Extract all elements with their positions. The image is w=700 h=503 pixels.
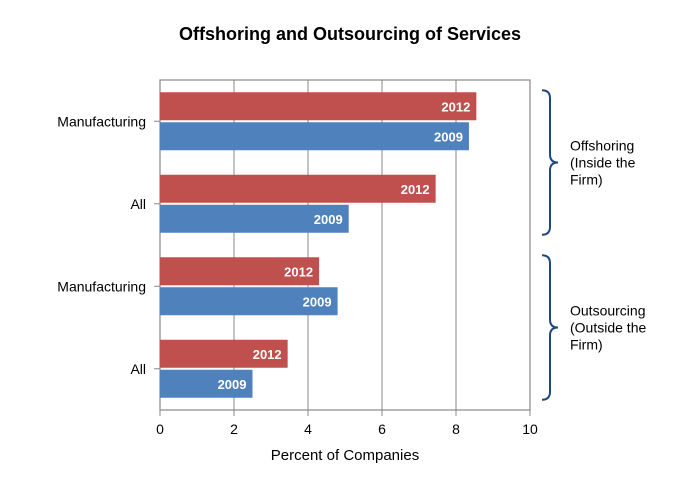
bracket-label-line: Firm) bbox=[570, 337, 603, 353]
group-bracket bbox=[542, 90, 558, 235]
bar bbox=[160, 92, 476, 120]
x-tick-label: 0 bbox=[156, 421, 164, 437]
category-label: All bbox=[130, 196, 146, 212]
bracket-label-line: Offshoring bbox=[570, 138, 634, 154]
bracket-label-line: Outsourcing bbox=[570, 303, 645, 319]
bracket-label-line: (Inside the bbox=[570, 155, 636, 171]
bar-year-label: 2012 bbox=[441, 99, 470, 114]
bracket-label-line: Firm) bbox=[570, 172, 603, 188]
x-tick-label: 10 bbox=[522, 421, 538, 437]
category-label: All bbox=[130, 361, 146, 377]
bar-year-label: 2009 bbox=[303, 294, 332, 309]
chart-canvas: Offshoring and Outsourcing of Services 0… bbox=[0, 0, 700, 503]
x-axis-label: Percent of Companies bbox=[271, 447, 419, 464]
bar-year-label: 2009 bbox=[434, 129, 463, 144]
category-label: Manufacturing bbox=[57, 113, 146, 129]
chart-title: Offshoring and Outsourcing of Services bbox=[179, 24, 521, 44]
x-tick-label: 6 bbox=[378, 421, 386, 437]
bar-year-label: 2012 bbox=[401, 182, 430, 197]
bar bbox=[160, 175, 436, 203]
bracket-label-line: (Outside the bbox=[570, 320, 646, 336]
category-label: Manufacturing bbox=[57, 278, 146, 294]
x-tick-label: 8 bbox=[452, 421, 460, 437]
bar-year-label: 2012 bbox=[284, 264, 313, 279]
bar-year-label: 2009 bbox=[314, 212, 343, 227]
x-tick-label: 2 bbox=[230, 421, 238, 437]
plot-area: 0 2 4 6 8 10 Manufacturing 2012 2009 All 2012 2009 M… bbox=[57, 80, 646, 464]
bar-year-label: 2009 bbox=[218, 377, 247, 392]
group-bracket bbox=[542, 255, 558, 400]
bar bbox=[160, 122, 469, 150]
bar-year-label: 2012 bbox=[253, 347, 282, 362]
x-tick-label: 4 bbox=[304, 421, 312, 437]
